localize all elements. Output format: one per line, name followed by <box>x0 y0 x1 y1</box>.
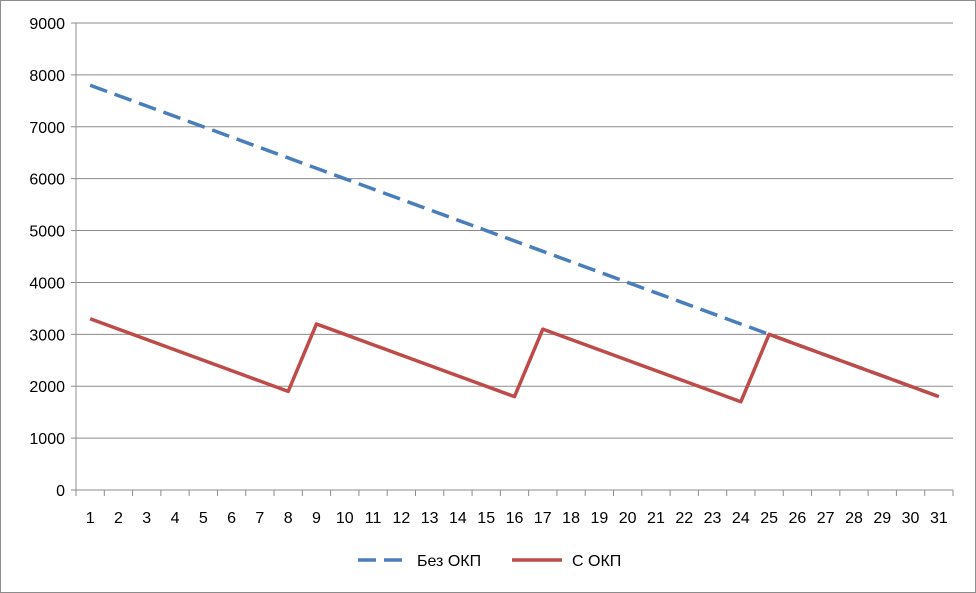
y-tick-labels: 0 1000 2000 3000 4000 5000 6000 7000 8000 9000 <box>29 16 65 500</box>
x-tick-label: 30 <box>902 510 920 527</box>
series-layer <box>89 83 940 404</box>
x-tick-label: 14 <box>449 510 467 527</box>
x-tick-label: 20 <box>619 510 637 527</box>
y-tick-label: 8000 <box>29 68 65 85</box>
y-tick-label: 6000 <box>29 172 65 189</box>
legend-label-1: Без ОКП <box>417 553 481 570</box>
x-tick-label: 24 <box>732 510 750 527</box>
x-tick-label: 23 <box>704 510 722 527</box>
x-tick-label: 5 <box>199 510 208 527</box>
axes <box>71 22 954 496</box>
x-tick-label: 1 <box>86 510 95 527</box>
y-tick-label: 9000 <box>29 16 65 33</box>
x-tick-label: 15 <box>477 510 495 527</box>
y-tick-label: 2000 <box>29 379 65 396</box>
x-tick-label: 29 <box>873 510 891 527</box>
x-tick-label: 16 <box>506 510 524 527</box>
x-tick-label: 2 <box>114 510 123 527</box>
x-tick-label: 18 <box>562 510 580 527</box>
x-tick-label: 13 <box>421 510 439 527</box>
y-tick-label: 4000 <box>29 275 65 292</box>
x-tick-label: 7 <box>255 510 264 527</box>
x-tick-label: 28 <box>845 510 863 527</box>
series-line-2 <box>89 317 940 404</box>
y-tick-label: 0 <box>56 483 65 500</box>
x-tick-label: 25 <box>760 510 778 527</box>
legend-label-2: С ОКП <box>572 553 621 570</box>
x-tick-label: 31 <box>930 510 948 527</box>
x-tick-label: 10 <box>336 510 354 527</box>
x-tick-label: 8 <box>284 510 293 527</box>
x-tick-label: 4 <box>171 510 180 527</box>
x-tick-label: 21 <box>647 510 665 527</box>
x-tick-label: 27 <box>817 510 835 527</box>
x-tick-label: 6 <box>227 510 236 527</box>
gridlines <box>76 22 953 439</box>
x-tick-label: 11 <box>365 510 382 527</box>
y-tick-label: 7000 <box>29 120 65 137</box>
y-tick-label: 3000 <box>29 327 65 344</box>
x-tick-labels: 1 2 3 4 5 6 7 8 9 10 11 12 13 14 15 16 17 18 19 20 21 22 23 24 2… <box>86 510 948 527</box>
x-tick-label: 22 <box>675 510 693 527</box>
x-tick-label: 26 <box>789 510 807 527</box>
x-tick-label: 9 <box>312 510 321 527</box>
x-tick-label: 3 <box>142 510 151 527</box>
x-tick-label: 12 <box>392 510 410 527</box>
series-line-1 <box>89 83 940 399</box>
legend: Без ОКП С ОКП <box>358 553 621 570</box>
x-tick-label: 19 <box>590 510 608 527</box>
x-tick-label: 17 <box>534 510 552 527</box>
y-tick-label: 5000 <box>29 224 65 241</box>
y-tick-label: 1000 <box>29 431 65 448</box>
